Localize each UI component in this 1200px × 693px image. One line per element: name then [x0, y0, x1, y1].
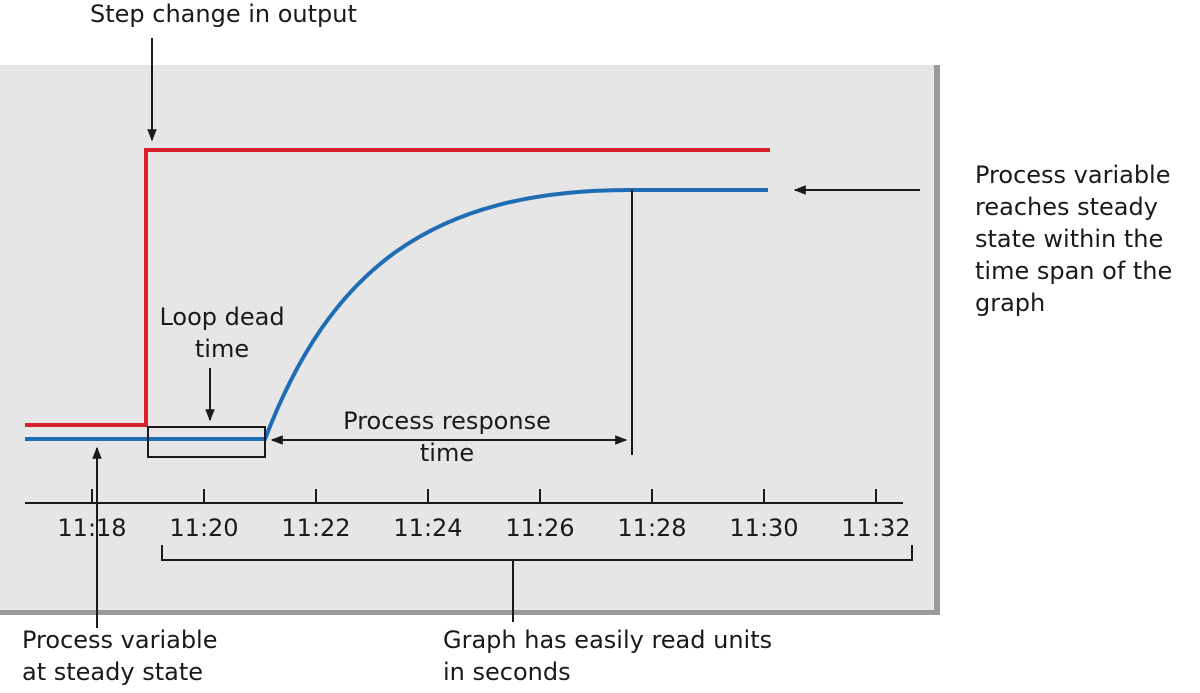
- annotation: reaches steady: [975, 193, 1158, 221]
- tick-label: 11:26: [505, 514, 574, 542]
- dead-time-box: [147, 426, 266, 458]
- annotation: in seconds: [443, 658, 571, 686]
- annotation: Step change in output: [90, 0, 357, 28]
- tick-label: 11:22: [281, 514, 350, 542]
- annotation: state within the: [975, 225, 1163, 253]
- tick-label: 11:24: [393, 514, 462, 542]
- annotation: Graph has easily read units: [443, 626, 772, 654]
- ticks: 11:18 11:20 11:22 11:24 11:26 11:28 11:30 11:32: [57, 489, 911, 542]
- panel: [0, 65, 934, 610]
- annotation: time: [195, 335, 249, 363]
- annotation: time: [420, 439, 474, 467]
- annotation: Process variable: [975, 161, 1171, 189]
- annotation: at steady state: [22, 658, 203, 686]
- tick-label: 11:32: [841, 514, 910, 542]
- output-line: [25, 148, 770, 427]
- labels: Step change in output Loop dead time Proces…: [22, 0, 1172, 686]
- tick-label: 11:20: [169, 514, 238, 542]
- process-variable-line: [25, 188, 768, 441]
- tick-label: 11:30: [729, 514, 798, 542]
- annotation: Process variable: [22, 626, 218, 654]
- annotation: Loop dead: [159, 303, 284, 331]
- bracket: [161, 545, 913, 622]
- annotation: graph: [975, 289, 1045, 317]
- annotation: time span of the: [975, 257, 1172, 285]
- tick-label: 11:28: [617, 514, 686, 542]
- annotation: Process response: [343, 407, 551, 435]
- tick-label: 11:18: [57, 514, 126, 542]
